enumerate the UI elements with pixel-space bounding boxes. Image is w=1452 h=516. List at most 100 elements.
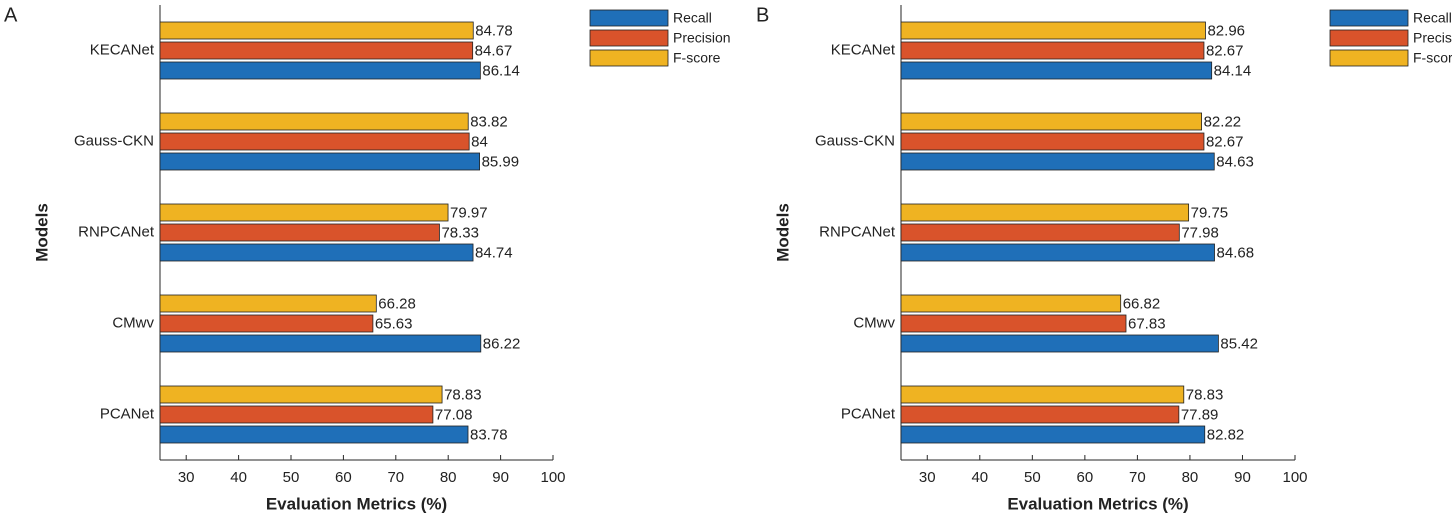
value-label: 84.14 (1214, 62, 1252, 79)
bar (900, 294, 1122, 313)
x-tick-label: 30 (919, 469, 936, 486)
value-label: 84.74 (475, 244, 513, 261)
bar (159, 61, 481, 80)
x-tick-label: 70 (1129, 469, 1146, 486)
x-tick-label: 60 (1077, 469, 1094, 486)
legend-swatch (1329, 9, 1409, 27)
bar (900, 61, 1213, 80)
value-label: 84.63 (1216, 153, 1254, 170)
y-tick-label: RNPCANet (78, 223, 155, 240)
bar (900, 223, 1180, 242)
y-tick-label: Gauss-CKN (74, 132, 154, 149)
value-label: 67.83 (1128, 315, 1166, 332)
value-label: 83.78 (470, 426, 508, 443)
legend-swatch (589, 49, 669, 67)
value-label: 82.82 (1207, 426, 1245, 443)
y-tick-label: KECANet (90, 41, 155, 58)
bar (159, 314, 374, 333)
bar (900, 152, 1215, 171)
value-label: 78.33 (441, 224, 479, 241)
value-label: 77.08 (435, 406, 473, 423)
bar (900, 21, 1206, 40)
x-tick-label: 40 (971, 469, 988, 486)
value-label: 84.78 (475, 22, 513, 39)
value-label: 66.82 (1123, 295, 1161, 312)
value-label: 84.67 (475, 42, 513, 59)
bar (159, 112, 469, 131)
x-tick-label: 90 (492, 469, 509, 486)
bar (159, 385, 443, 404)
bar (900, 41, 1205, 60)
x-tick-label: 100 (540, 469, 565, 486)
value-label: 82.96 (1207, 22, 1245, 39)
bar (159, 132, 470, 151)
value-label: 84.68 (1217, 244, 1255, 261)
bar (900, 425, 1206, 444)
value-label: 65.63 (375, 315, 413, 332)
x-tick-label: 30 (178, 469, 195, 486)
x-tick-label: 80 (1182, 469, 1199, 486)
x-tick-label: 80 (440, 469, 457, 486)
x-axis-label: Evaluation Metrics (%) (266, 494, 447, 513)
value-label: 66.28 (378, 295, 416, 312)
x-tick-label: 60 (335, 469, 352, 486)
legend-label: Precision (673, 30, 731, 46)
bar (900, 203, 1190, 222)
y-tick-label: RNPCANet (819, 223, 896, 240)
legend-label: F-score (1413, 50, 1452, 66)
value-label: 85.99 (482, 153, 520, 170)
legend-swatch (1329, 49, 1409, 67)
bar (159, 21, 474, 40)
bar (159, 425, 469, 444)
bar (900, 405, 1180, 424)
value-label: 85.42 (1220, 335, 1258, 352)
value-label: 82.67 (1206, 42, 1244, 59)
x-tick-label: 90 (1234, 469, 1251, 486)
value-label: 77.98 (1181, 224, 1219, 241)
bar (159, 405, 434, 424)
bar (159, 294, 377, 313)
bar (159, 203, 449, 222)
bar (159, 334, 482, 353)
x-tick-label: 50 (283, 469, 300, 486)
y-tick-label: CMwv (853, 314, 895, 331)
legend-swatch (589, 29, 669, 47)
bar (900, 314, 1127, 333)
bar (900, 243, 1215, 262)
legend-label: Precision (1413, 30, 1452, 46)
y-tick-label: KECANet (831, 41, 896, 58)
value-label: 79.97 (450, 204, 488, 221)
x-tick-label: 100 (1282, 469, 1307, 486)
bar (159, 41, 474, 60)
y-tick-label: PCANet (841, 405, 896, 422)
legend-label: F-score (673, 50, 721, 66)
legend-swatch (1329, 29, 1409, 47)
value-label: 86.14 (482, 62, 520, 79)
value-label: 84 (471, 133, 488, 150)
panel-label: A (4, 4, 18, 26)
x-tick-label: 50 (1024, 469, 1041, 486)
y-tick-label: Gauss-CKN (815, 132, 895, 149)
legend-label: Recall (673, 10, 712, 26)
y-tick-label: PCANet (100, 405, 155, 422)
legend-swatch (589, 9, 669, 27)
legend-label: Recall (1413, 10, 1452, 26)
bar (900, 334, 1219, 353)
value-label: 83.82 (470, 113, 508, 130)
value-label: 82.67 (1206, 133, 1244, 150)
value-label: 79.75 (1191, 204, 1229, 221)
bar (159, 243, 474, 262)
value-label: 78.83 (444, 386, 482, 403)
bar (159, 152, 480, 171)
value-label: 86.22 (483, 335, 521, 352)
value-label: 82.22 (1204, 113, 1242, 130)
value-label: 78.83 (1186, 386, 1224, 403)
bar (900, 385, 1185, 404)
panel-label: B (756, 4, 769, 26)
x-axis-label: Evaluation Metrics (%) (1007, 494, 1188, 513)
bar (900, 112, 1202, 131)
bar (159, 223, 440, 242)
y-axis-label: Models (773, 203, 792, 262)
y-tick-label: CMwv (112, 314, 154, 331)
